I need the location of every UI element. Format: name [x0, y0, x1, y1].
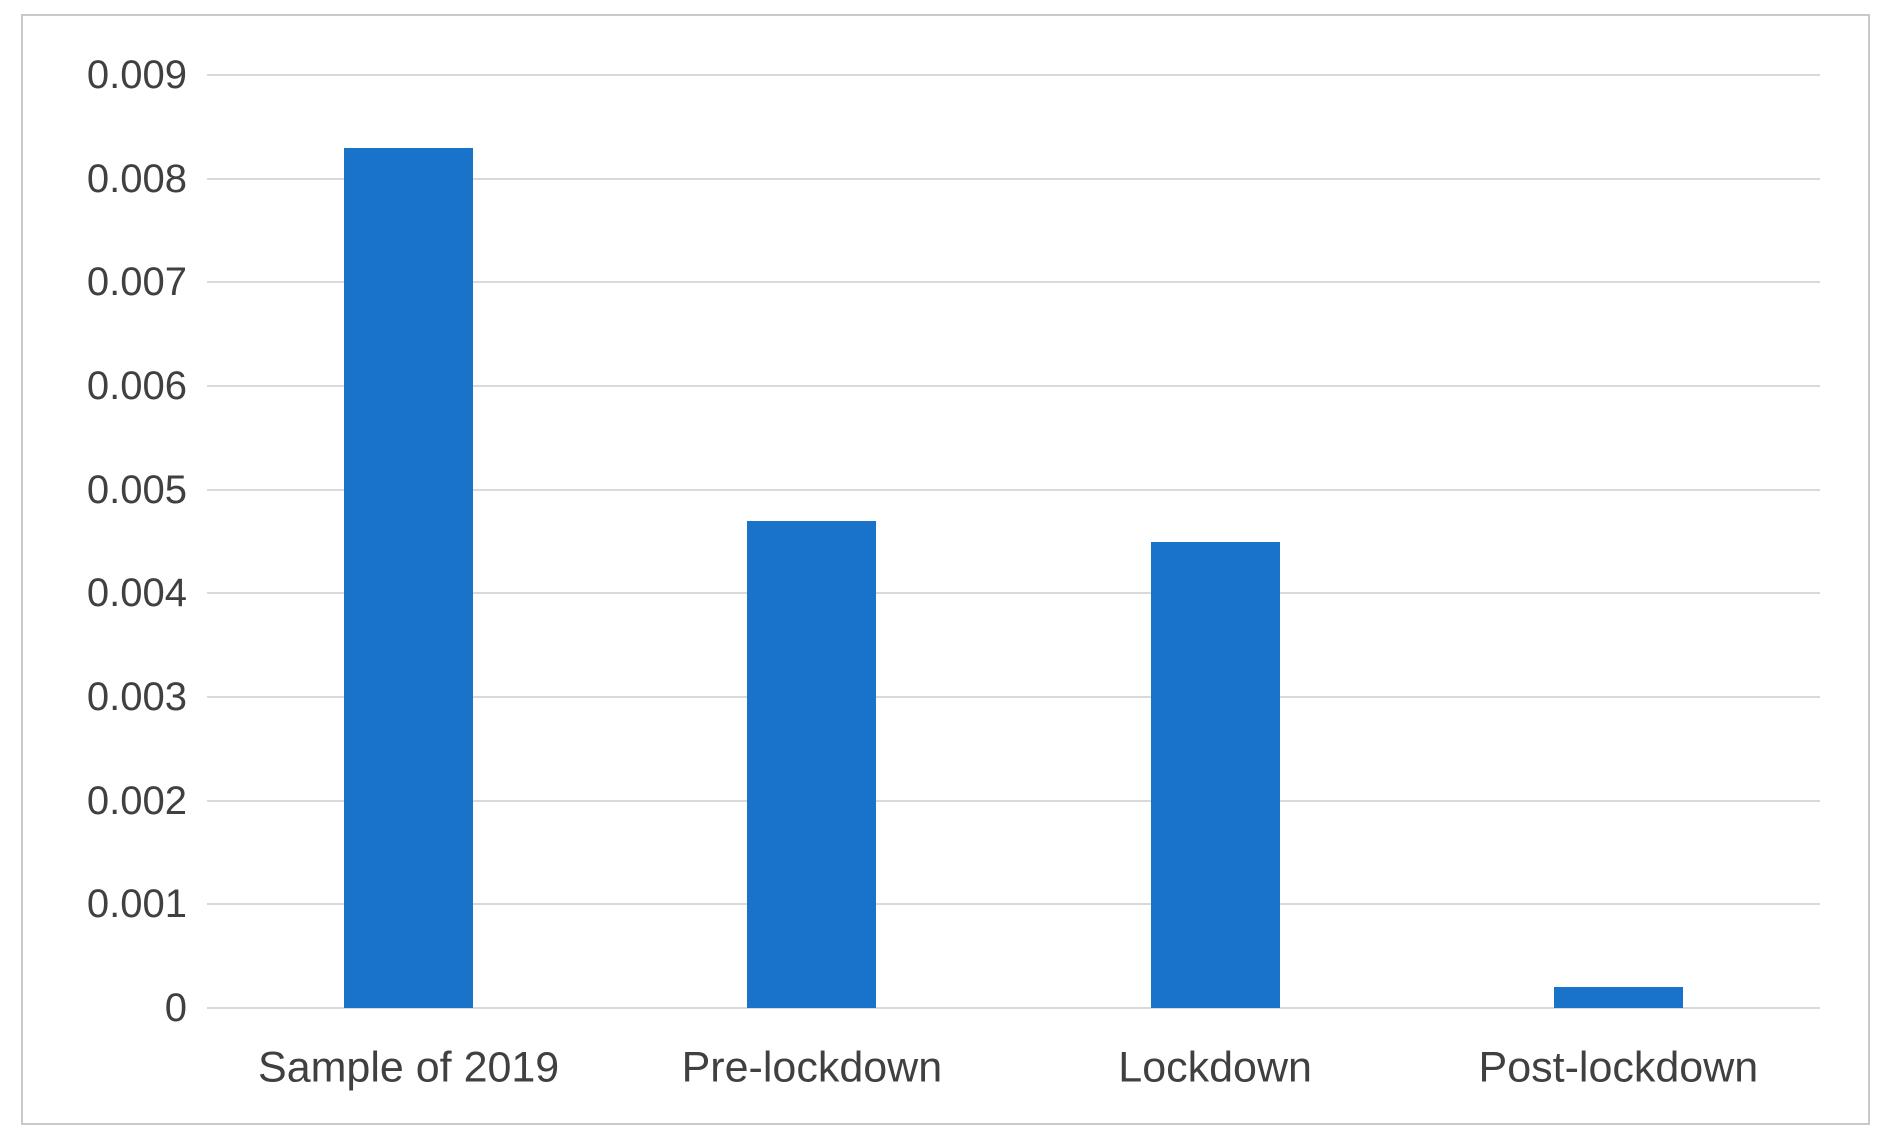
- gridline: [207, 488, 1820, 491]
- x-category-label: Sample of 2019: [258, 1043, 560, 1092]
- y-tick-label: 0.005: [86, 467, 187, 512]
- gridline: [207, 177, 1820, 180]
- y-tick-label: 0.004: [86, 571, 187, 616]
- y-tick-label: 0.006: [86, 364, 187, 408]
- gridline: [207, 799, 1820, 802]
- y-tick-label: 0.009: [86, 53, 187, 97]
- bar-pre-lockdown: [747, 520, 877, 1008]
- y-tick-label: 0.002: [86, 778, 187, 823]
- bar-lockdown: [1150, 541, 1280, 1008]
- y-tick-label: 0.008: [86, 156, 187, 201]
- x-category-label: Lockdown: [1118, 1043, 1312, 1092]
- gridline: [207, 281, 1820, 284]
- gridline: [207, 592, 1820, 595]
- chart-frame: 0 0.001 0.002 0.003 0.004 0.005 0.006 0.007 0.00…: [21, 14, 1870, 1125]
- y-tick-label: 0.003: [86, 675, 187, 719]
- y-tick-label: 0: [164, 986, 187, 1030]
- x-category-label: Post-lockdown: [1478, 1043, 1759, 1092]
- gridline: [207, 696, 1820, 698]
- gridline: [207, 1007, 1820, 1009]
- gridline: [207, 385, 1820, 387]
- y-tick-label: 0.007: [86, 260, 187, 305]
- gridline: [207, 74, 1820, 76]
- y-tick-label: 0.001: [86, 882, 187, 927]
- gridline: [207, 903, 1820, 906]
- bar-sample-of-2019: [344, 147, 474, 1008]
- bar-post-lockdown: [1553, 987, 1683, 1008]
- x-category-label: Pre-lockdown: [681, 1043, 943, 1092]
